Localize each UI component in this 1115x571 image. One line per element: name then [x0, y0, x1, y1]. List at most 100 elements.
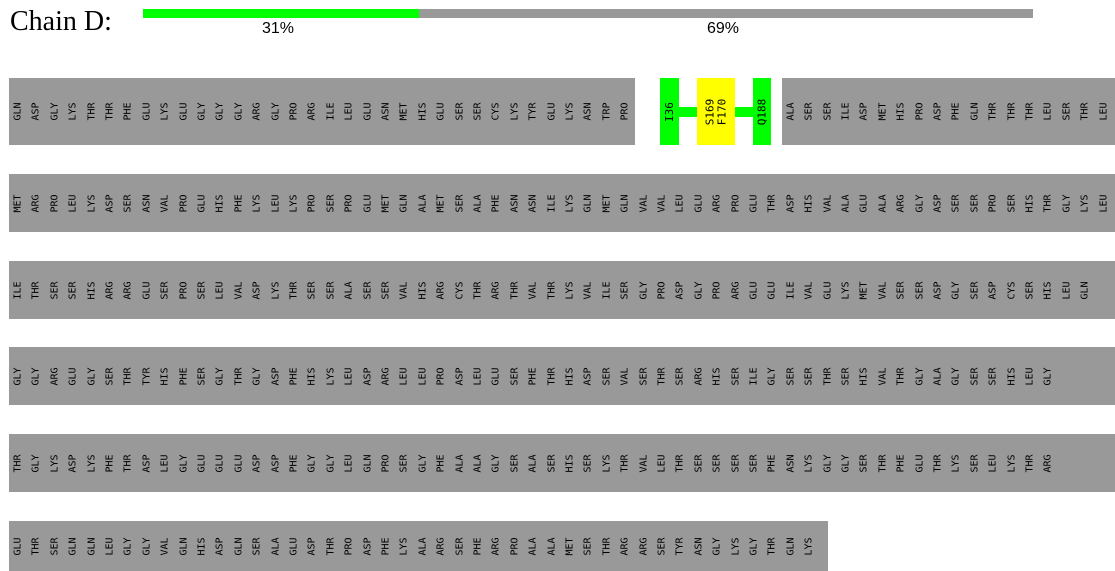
residue: GLY	[178, 453, 190, 473]
residue: GLU	[67, 366, 79, 386]
residue: ASP	[362, 536, 374, 556]
residue: GLN	[9, 78, 27, 145]
residue: PHE	[288, 366, 300, 386]
residue: SER	[656, 536, 668, 556]
residue: THR	[82, 78, 101, 145]
residue: GLU	[288, 536, 300, 556]
residue: ASP	[306, 536, 318, 556]
residue: LYS	[564, 193, 576, 213]
residue: TYR	[141, 366, 153, 386]
residue: LYS	[251, 193, 263, 213]
residue: SER	[969, 193, 981, 213]
residue: LYS	[49, 453, 61, 473]
residue: LEU	[987, 453, 999, 473]
residue: GLY	[1042, 366, 1054, 386]
residue: THR	[656, 366, 668, 386]
residue: ASN	[579, 78, 598, 145]
residue: ALA	[546, 536, 558, 556]
residue: ARG	[1042, 453, 1054, 473]
residue: SER	[196, 280, 208, 300]
residue: GLU	[748, 193, 760, 213]
residue: SER	[49, 536, 61, 556]
residue: LYS	[564, 280, 576, 300]
residue: TRP	[597, 78, 616, 145]
residue: VAL	[159, 193, 171, 213]
residue: SER	[818, 78, 837, 145]
residue: HIS	[892, 78, 911, 145]
residue: LEU	[214, 280, 226, 300]
residue: ILE	[748, 366, 760, 386]
residue: LEU	[270, 193, 282, 213]
residue: THR	[674, 453, 686, 473]
residue: SER	[509, 453, 521, 473]
residue: LYS	[156, 78, 175, 145]
residue: LYS	[325, 366, 337, 386]
residue: THR	[619, 453, 631, 473]
residue: ASN	[141, 193, 153, 213]
residue: LEU	[159, 453, 171, 473]
residue: ASP	[270, 453, 282, 473]
residue: GLY	[266, 78, 285, 145]
residue: PRO	[178, 280, 190, 300]
residue: HIS	[564, 366, 576, 386]
residue: VAL	[398, 280, 410, 300]
residue: HIS	[564, 453, 576, 473]
residue: ASP	[270, 366, 282, 386]
residue: SER	[1024, 280, 1036, 300]
residue: PHE	[472, 536, 484, 556]
residue: THR	[877, 453, 889, 473]
chain-label: Chain D:	[10, 6, 112, 37]
residue: CYS	[1006, 280, 1018, 300]
residue: VAL	[638, 193, 650, 213]
residue: SER	[987, 366, 999, 386]
residue: ILE	[601, 280, 613, 300]
residue: GLU	[432, 78, 451, 145]
residue: GLY	[325, 453, 337, 473]
residue: PHE	[104, 453, 116, 473]
residue: SER	[730, 366, 742, 386]
residue: GLY	[229, 78, 248, 145]
residue: ILE	[321, 78, 340, 145]
residue: THR	[30, 280, 42, 300]
residue: LEU	[343, 366, 355, 386]
residue: GLU	[362, 193, 374, 213]
residue: ARG	[619, 536, 631, 556]
residue: GLY	[251, 366, 263, 386]
residue: ARG	[490, 280, 502, 300]
residue: GLU	[12, 536, 24, 556]
residue: THR	[288, 280, 300, 300]
residue: GLU	[233, 453, 245, 473]
residue: SER	[398, 453, 410, 473]
residue: ASP	[785, 193, 797, 213]
residue: LEU	[1098, 193, 1110, 213]
highlighted-residue: Q188	[753, 78, 771, 145]
residue: ASN	[527, 193, 539, 213]
residue: GLY	[193, 78, 211, 145]
residue: LYS	[803, 453, 815, 473]
residue: SER	[895, 280, 907, 300]
residue: ARG	[693, 366, 705, 386]
residue: GLN	[178, 536, 190, 556]
residue: GLY	[950, 280, 962, 300]
residue: LYS	[561, 78, 579, 145]
residue: GLY	[211, 78, 230, 145]
residue: HIS	[1042, 280, 1054, 300]
residue: CYS	[454, 280, 466, 300]
residue: SER	[67, 280, 79, 300]
residue: THR	[766, 193, 778, 213]
residue: THR	[1042, 193, 1054, 213]
residue: THR	[12, 453, 24, 473]
sequence-row: THR GLY LYS ASP LYS PHE THR ASP LEU GLY GLU GLU GLU A…	[9, 434, 1115, 492]
residue: HIS	[858, 366, 870, 386]
residue: SER	[159, 280, 171, 300]
residue: ASP	[987, 280, 999, 300]
residue: CYS	[487, 78, 506, 145]
residue: SER	[969, 280, 981, 300]
unobserved-coverage-bar	[419, 9, 1033, 18]
residue: GLY	[30, 453, 42, 473]
residue: LEU	[674, 193, 686, 213]
highlighted-residue: S169 F170	[697, 78, 735, 145]
residue: ARG	[435, 536, 447, 556]
residue: SER	[454, 193, 466, 213]
residue: GLU	[693, 193, 705, 213]
